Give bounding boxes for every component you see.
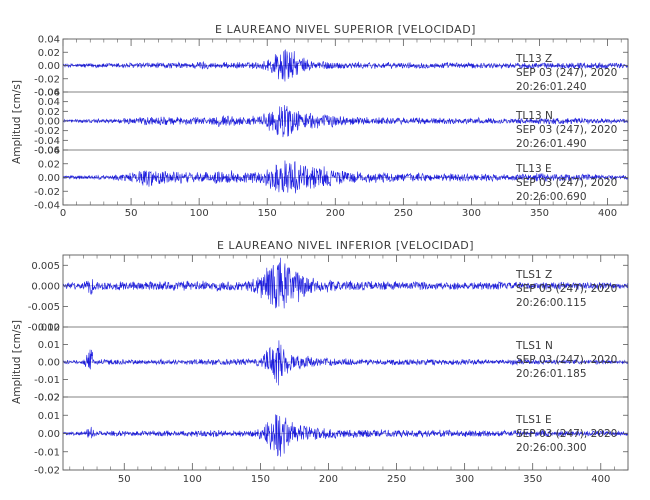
x-tick-label: 100 bbox=[183, 474, 202, 485]
trace-annotation: SEP 03 (247), 2020 bbox=[516, 177, 617, 189]
y-tick-label: -0.06 bbox=[34, 146, 60, 157]
chart-panel-1: E LAUREANO NIVEL SUPERIOR [VELOCIDAD] Amp… bbox=[11, 23, 629, 219]
y-tick-label: 0.02 bbox=[38, 107, 60, 118]
trace-annotation: SEP 03 (247), 2020 bbox=[516, 354, 617, 366]
x-tick-label: 100 bbox=[190, 208, 209, 219]
trace-annotation: TL13 N bbox=[515, 110, 553, 122]
chart-title: E LAUREANO NIVEL SUPERIOR [VELOCIDAD] bbox=[215, 23, 476, 36]
y-tick-label: 0.000 bbox=[31, 281, 60, 292]
y-tick-label: -0.04 bbox=[34, 201, 60, 212]
y-tick-label: -0.04 bbox=[34, 88, 60, 99]
y-tick-label: -0.02 bbox=[34, 126, 60, 137]
x-tick-label: 400 bbox=[598, 208, 617, 219]
y-tick-label: 0.02 bbox=[38, 323, 60, 334]
x-tick-label: 250 bbox=[387, 474, 406, 485]
y-tick-label: -0.04 bbox=[34, 136, 60, 147]
trace-tl13-e bbox=[62, 160, 629, 194]
trace-tls1-n bbox=[62, 340, 629, 386]
y-tick-label: 0.01 bbox=[38, 340, 60, 351]
y-tick-label: 0.02 bbox=[38, 393, 60, 404]
x-tick-label: 150 bbox=[258, 208, 277, 219]
y-tick-label: 0.00 bbox=[38, 117, 60, 128]
y-tick-label: 0.04 bbox=[38, 97, 60, 108]
x-tick-label: 400 bbox=[591, 474, 610, 485]
y-axis-label: Amplitud [cm/s] bbox=[11, 80, 23, 164]
x-tick-label: 200 bbox=[319, 474, 338, 485]
trace-annotation: 20:26:00.690 bbox=[516, 191, 587, 203]
y-tick-label: 0.06 bbox=[38, 88, 60, 99]
y-tick-label: 0.00 bbox=[38, 429, 60, 440]
x-tick-label: 250 bbox=[394, 208, 413, 219]
y-tick-label: 0.00 bbox=[38, 173, 60, 184]
trace-annotation: TL13 E bbox=[515, 163, 552, 175]
trace-tl13-z bbox=[62, 49, 629, 82]
y-tick-label: -0.02 bbox=[34, 466, 60, 477]
trace-annotation: 20:26:01.490 bbox=[516, 138, 587, 150]
x-tick-label: 300 bbox=[462, 208, 481, 219]
y-tick-label: 0.00 bbox=[38, 61, 60, 72]
trace-annotation: TL13 Z bbox=[515, 53, 552, 65]
x-tick-label: 300 bbox=[455, 474, 474, 485]
trace-annotation: TLS1 Z bbox=[515, 269, 552, 281]
x-tick-label: 150 bbox=[251, 474, 270, 485]
chart-title: E LAUREANO NIVEL INFERIOR [VELOCIDAD] bbox=[217, 239, 474, 252]
trace-annotation: 20:26:00.115 bbox=[516, 297, 587, 309]
y-tick-label: 0.02 bbox=[38, 159, 60, 170]
trace-annotation: SEP 03 (247), 2020 bbox=[516, 67, 617, 79]
trace-annotation: 20:26:01.185 bbox=[516, 368, 587, 380]
y-tick-label: 0.005 bbox=[31, 261, 60, 272]
y-tick-label: 0.04 bbox=[38, 35, 60, 46]
y-tick-label: -0.02 bbox=[34, 74, 60, 85]
x-tick-label: 50 bbox=[125, 208, 138, 219]
trace-annotation: TLS1 N bbox=[515, 340, 553, 352]
chart-panel-2: E LAUREANO NIVEL INFERIOR [VELOCIDAD] Amp… bbox=[11, 239, 629, 485]
trace-annotation: SEP 03 (247), 2020 bbox=[516, 283, 617, 295]
x-tick-label: 200 bbox=[326, 208, 345, 219]
y-tick-label: 0.00 bbox=[38, 358, 60, 369]
trace-annotation: 20:26:00.300 bbox=[516, 442, 587, 454]
y-axis-label: Amplitud [cm/s] bbox=[11, 320, 23, 404]
x-tick-label: 350 bbox=[530, 208, 549, 219]
plot-frame bbox=[62, 38, 629, 206]
y-tick-label: -0.02 bbox=[34, 187, 60, 198]
trace-annotation: TLS1 E bbox=[515, 414, 552, 426]
x-tick-label: 50 bbox=[118, 474, 131, 485]
x-tick-label: 350 bbox=[523, 474, 542, 485]
y-tick-label: -0.01 bbox=[34, 447, 60, 458]
y-tick-label: -0.02 bbox=[34, 393, 60, 404]
y-tick-label: 0.02 bbox=[38, 48, 60, 59]
y-tick-label: -0.010 bbox=[28, 323, 60, 334]
y-tick-label: 0.01 bbox=[38, 411, 60, 422]
trace-annotation: 20:26:01.240 bbox=[516, 81, 587, 93]
trace-annotation: SEP 03 (247), 2020 bbox=[516, 428, 617, 440]
trace-annotation: SEP 03 (247), 2020 bbox=[516, 124, 617, 136]
plot-frame bbox=[62, 254, 629, 471]
x-tick-label: 0 bbox=[60, 208, 66, 219]
y-tick-label: 0.04 bbox=[38, 146, 60, 157]
y-tick-label: -0.005 bbox=[28, 302, 60, 313]
y-tick-label: -0.01 bbox=[34, 375, 60, 386]
